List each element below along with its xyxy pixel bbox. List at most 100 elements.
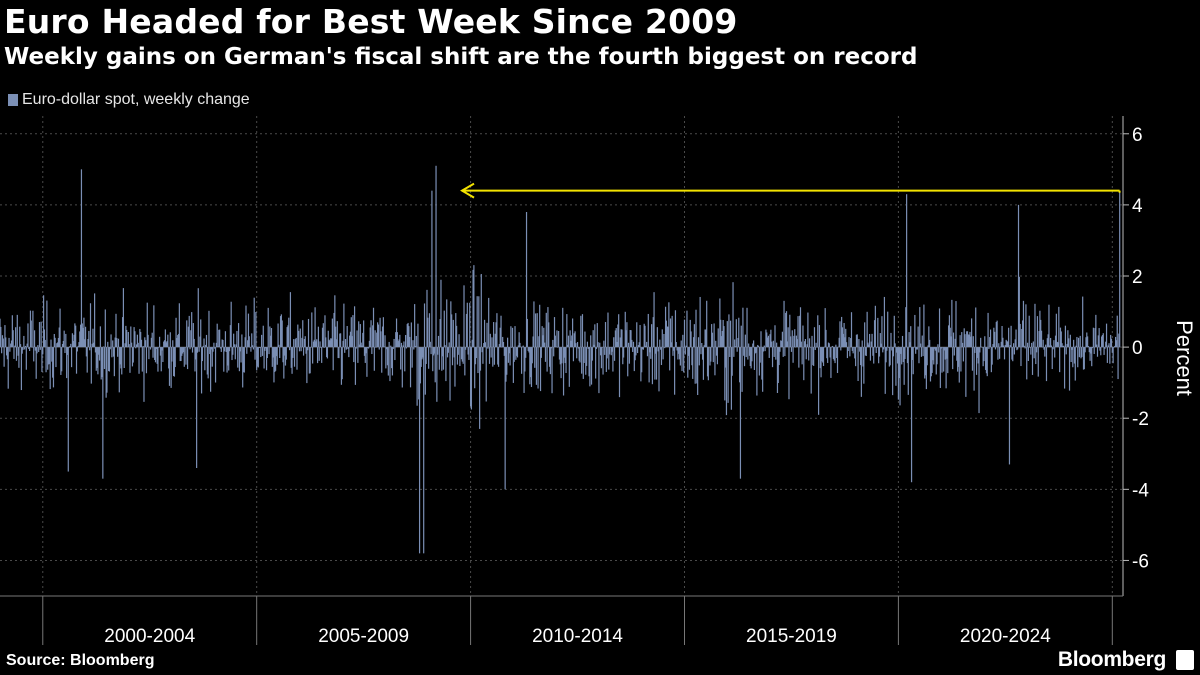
weekly-change-bar: [487, 347, 489, 349]
weekly-change-bar: [920, 343, 922, 348]
weekly-change-bar: [759, 347, 761, 363]
weekly-change-bar: [913, 347, 915, 348]
weekly-change-bar: [10, 340, 13, 348]
weekly-change-bar: [1024, 347, 1026, 349]
weekly-change-bar: [247, 340, 249, 348]
weekly-change-bar: [228, 347, 230, 371]
weekly-change-bar: [381, 326, 384, 348]
weekly-change-bar: [221, 339, 223, 348]
weekly-change-bar: [595, 347, 597, 379]
weekly-change-bar: [103, 346, 105, 348]
weekly-change-bar: [1096, 347, 1099, 357]
weekly-change-bar: [1055, 313, 1057, 348]
weekly-change-bar: [658, 347, 660, 392]
weekly-change-bar: [41, 347, 43, 372]
weekly-change-bar: [70, 343, 72, 348]
weekly-change-bar: [339, 333, 341, 348]
weekly-change-bar: [627, 342, 630, 348]
weekly-change-bar: [118, 347, 120, 393]
weekly-change-bar: [1028, 315, 1030, 348]
weekly-change-bar: [149, 347, 152, 350]
weekly-change-bar: [286, 327, 288, 348]
weekly-change-bar: [556, 330, 558, 348]
weekly-change-bar: [708, 346, 710, 348]
weekly-change-bar: [307, 318, 310, 348]
weekly-change-bar: [109, 347, 111, 350]
weekly-change-bar: [683, 347, 685, 373]
weekly-change-bar: [765, 329, 767, 348]
weekly-change-bar: [72, 341, 74, 348]
weekly-change-bar: [1082, 296, 1084, 348]
weekly-change-bar: [244, 337, 246, 348]
weekly-change-bar: [680, 340, 682, 348]
weekly-change-bar: [505, 347, 507, 382]
weekly-change-bar: [107, 341, 109, 348]
weekly-change-bar: [924, 347, 927, 376]
weekly-change-bar: [235, 344, 237, 348]
weekly-change-bar: [604, 322, 607, 348]
weekly-change-bar: [1040, 330, 1043, 348]
weekly-change-bar: [186, 347, 189, 370]
weekly-change-bar: [997, 347, 999, 360]
weekly-change-bar: [1026, 347, 1028, 380]
weekly-change-bar: [1031, 347, 1034, 375]
weekly-change-bar: [18, 347, 20, 368]
weekly-change-bar: [808, 338, 811, 348]
weekly-change-bar: [825, 329, 827, 348]
weekly-change-bar: [569, 330, 571, 348]
weekly-change-bar: [177, 333, 180, 348]
weekly-change-bar: [1063, 347, 1066, 389]
weekly-change-bar: [1085, 337, 1087, 348]
weekly-change-bar: [922, 347, 924, 357]
weekly-change-bar: [764, 347, 766, 352]
weekly-change-bar: [113, 347, 115, 377]
weekly-change-bar: [544, 347, 547, 362]
weekly-change-bar: [617, 324, 619, 348]
weekly-change-bar: [766, 337, 769, 348]
weekly-change-bar: [418, 347, 421, 554]
weekly-change-bar: [461, 347, 463, 362]
weekly-change-bar: [685, 345, 687, 348]
weekly-change-bar: [645, 345, 647, 348]
weekly-change-bar: [288, 347, 291, 351]
weekly-change-bar: [678, 347, 681, 360]
weekly-change-bar: [277, 323, 279, 348]
weekly-change-bar: [413, 347, 415, 350]
weekly-change-bar: [869, 347, 872, 361]
weekly-change-bar: [904, 347, 906, 360]
weekly-change-bar: [595, 347, 598, 349]
weekly-change-bar: [752, 343, 754, 348]
weekly-change-bar: [403, 341, 405, 348]
weekly-change-bar: [302, 320, 304, 348]
weekly-change-bar: [554, 335, 556, 348]
weekly-change-bar: [979, 347, 981, 353]
weekly-change-bar: [214, 347, 217, 383]
weekly-change-bar: [951, 299, 953, 348]
weekly-change-bar: [1082, 347, 1085, 370]
weekly-change-bar: [1004, 345, 1006, 348]
weekly-change-bar: [250, 347, 252, 352]
weekly-change-bar: [1058, 306, 1060, 348]
weekly-change-bar: [159, 336, 161, 348]
weekly-change-bar: [599, 342, 601, 348]
weekly-change-bar: [686, 310, 688, 348]
weekly-change-bar: [358, 344, 361, 348]
weekly-change-bar: [33, 330, 36, 348]
weekly-change-bar: [224, 347, 226, 352]
weekly-change-bar: [1012, 343, 1015, 348]
weekly-change-bar: [145, 347, 148, 374]
weekly-change-bar: [20, 347, 22, 391]
weekly-change-bar: [628, 347, 630, 364]
weekly-change-bar: [380, 331, 382, 348]
weekly-change-bar: [947, 347, 949, 374]
weekly-change-bar: [112, 340, 114, 348]
weekly-change-bar: [859, 347, 861, 352]
weekly-change-bar: [443, 310, 445, 348]
weekly-change-bar: [775, 347, 777, 360]
weekly-change-bar: [88, 330, 90, 348]
weekly-change-bar: [1102, 333, 1104, 348]
weekly-change-bar: [1008, 327, 1010, 348]
weekly-change-bar: [318, 347, 320, 361]
weekly-change-bar: [520, 347, 523, 374]
weekly-change-bar: [482, 347, 484, 364]
